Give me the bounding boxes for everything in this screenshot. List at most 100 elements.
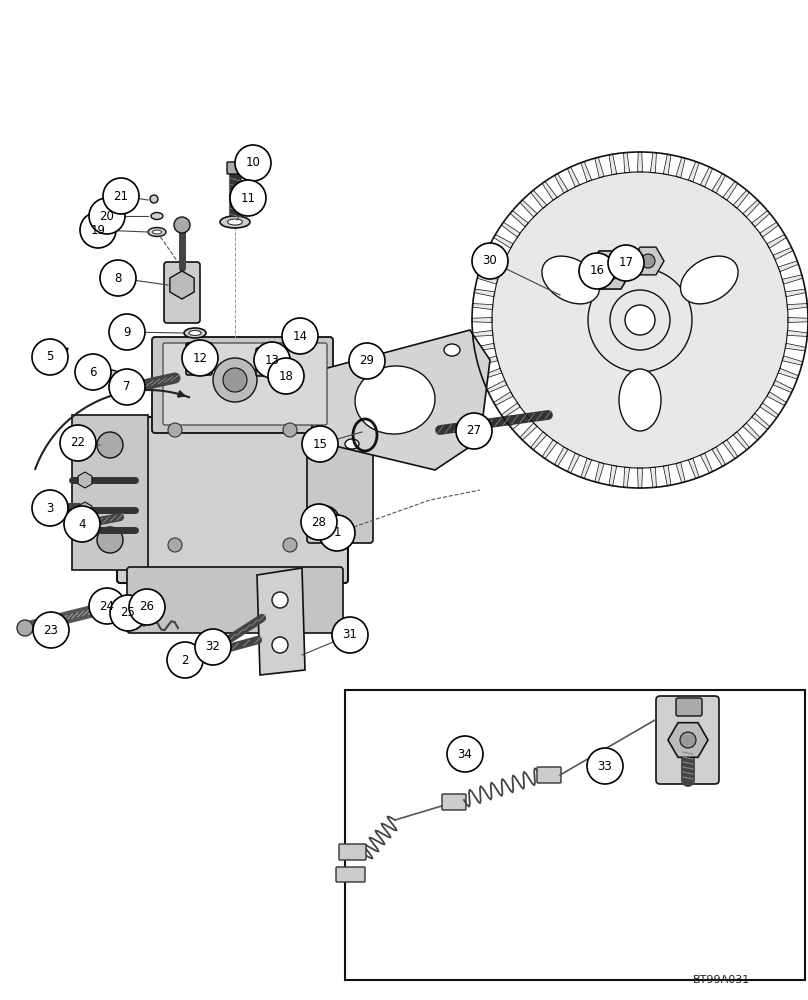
Circle shape [268,358,304,394]
Circle shape [109,314,145,350]
Polygon shape [701,167,713,187]
Polygon shape [595,462,604,483]
Polygon shape [751,413,770,429]
Polygon shape [787,304,807,310]
Circle shape [80,212,116,248]
Ellipse shape [150,195,158,203]
Circle shape [168,538,182,552]
Polygon shape [785,343,806,351]
Text: 23: 23 [44,624,58,637]
Circle shape [282,318,318,354]
Ellipse shape [153,230,162,234]
Ellipse shape [619,369,661,431]
Polygon shape [531,190,547,208]
Ellipse shape [355,366,435,434]
Ellipse shape [680,256,739,304]
Polygon shape [787,330,807,336]
Polygon shape [688,458,699,478]
Ellipse shape [103,370,119,380]
Circle shape [283,538,297,552]
Circle shape [97,527,123,553]
Text: 9: 9 [124,326,131,338]
Circle shape [680,732,696,748]
Polygon shape [494,234,513,248]
Polygon shape [472,318,492,322]
FancyBboxPatch shape [164,262,200,323]
Circle shape [283,423,297,437]
Circle shape [109,369,145,405]
Polygon shape [482,261,502,272]
Polygon shape [785,289,806,297]
Polygon shape [712,447,726,466]
Circle shape [588,268,692,372]
Polygon shape [638,152,642,172]
Circle shape [195,629,231,665]
Text: 17: 17 [618,256,633,269]
Text: 27: 27 [466,424,482,438]
Text: 34: 34 [457,748,473,760]
Text: 11: 11 [241,192,255,205]
Text: 26: 26 [140,600,154,613]
FancyBboxPatch shape [336,867,365,882]
Circle shape [32,339,68,375]
Polygon shape [743,423,760,440]
Circle shape [600,260,620,280]
Polygon shape [531,432,547,450]
Circle shape [17,620,33,636]
Text: BT99A031: BT99A031 [692,975,750,985]
Circle shape [319,515,355,551]
Polygon shape [473,330,493,336]
Circle shape [103,178,139,214]
Circle shape [447,736,483,772]
Circle shape [272,637,288,653]
Polygon shape [760,403,779,418]
Circle shape [235,145,271,181]
Text: 19: 19 [90,224,106,236]
Polygon shape [676,462,685,483]
FancyBboxPatch shape [442,794,466,810]
FancyBboxPatch shape [163,343,327,425]
Circle shape [587,748,623,784]
Polygon shape [492,172,788,468]
Circle shape [610,290,670,350]
Polygon shape [773,247,793,260]
Text: 7: 7 [124,380,131,393]
Polygon shape [723,440,738,459]
Text: 16: 16 [590,264,604,277]
Circle shape [110,595,146,631]
Polygon shape [501,403,520,418]
Polygon shape [487,247,507,260]
Circle shape [168,423,182,437]
Text: 29: 29 [360,355,374,367]
Polygon shape [663,154,671,175]
Ellipse shape [345,439,359,449]
FancyBboxPatch shape [152,337,333,433]
Ellipse shape [189,330,201,336]
Polygon shape [510,413,528,429]
Circle shape [272,592,288,608]
Ellipse shape [278,374,290,382]
Circle shape [608,245,644,281]
Polygon shape [494,392,513,406]
Polygon shape [520,423,537,440]
Circle shape [89,198,125,234]
Circle shape [60,425,96,461]
Circle shape [75,354,111,390]
Ellipse shape [97,603,113,613]
Polygon shape [310,330,490,470]
Ellipse shape [184,328,206,338]
Polygon shape [712,174,726,193]
Circle shape [472,243,508,279]
Circle shape [302,426,338,462]
Polygon shape [743,200,760,217]
Circle shape [182,340,218,376]
Polygon shape [520,200,537,217]
Text: 10: 10 [246,156,260,169]
FancyBboxPatch shape [117,417,348,583]
Circle shape [332,617,368,653]
Polygon shape [676,157,685,178]
Circle shape [318,513,332,527]
Polygon shape [474,289,494,297]
Polygon shape [688,162,699,182]
FancyBboxPatch shape [127,567,343,633]
